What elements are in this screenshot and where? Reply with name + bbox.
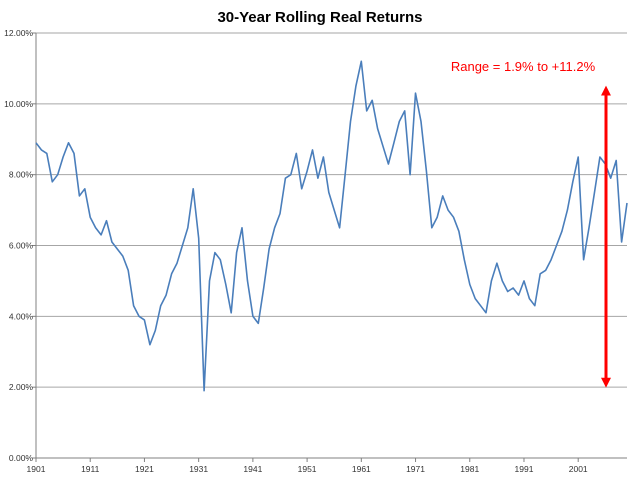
y-tick-label: 0.00% [9, 453, 34, 463]
y-tick-label: 4.00% [9, 311, 34, 321]
x-tick-label: 2001 [569, 464, 588, 474]
x-tick-label: 1941 [243, 464, 262, 474]
range-annotation: Range = 1.9% to +11.2% [451, 59, 596, 74]
chart-title: 30-Year Rolling Real Returns [217, 9, 422, 26]
series-line [35, 60, 628, 392]
y-tick-labels: 0.00% 2.00% 4.00% 6.00% 8.00% 10.00% 12.00% [4, 28, 33, 463]
x-tick-label: 1951 [298, 464, 317, 474]
gridlines [36, 32, 627, 388]
y-tick-label: 8.00% [9, 170, 34, 180]
x-tick-label: 1971 [406, 464, 425, 474]
y-tick-label: 6.00% [9, 241, 34, 251]
y-tick-label: 2.00% [9, 382, 34, 392]
x-tick-label: 1911 [81, 464, 100, 474]
axes [32, 32, 627, 462]
series-group [35, 60, 628, 392]
x-tick-label: 1981 [460, 464, 479, 474]
y-tick-label: 12.00% [4, 28, 33, 38]
x-tick-labels: 1901 1911 1921 1931 1941 1951 1961 1971 1981 1991… [27, 464, 588, 474]
y-tick-label: 10.00% [4, 99, 33, 109]
x-tick-label: 1991 [515, 464, 534, 474]
x-tick-label: 1961 [352, 464, 371, 474]
x-tick-label: 1931 [189, 464, 208, 474]
x-tick-label: 1901 [27, 464, 46, 474]
x-tick-label: 1921 [135, 464, 154, 474]
